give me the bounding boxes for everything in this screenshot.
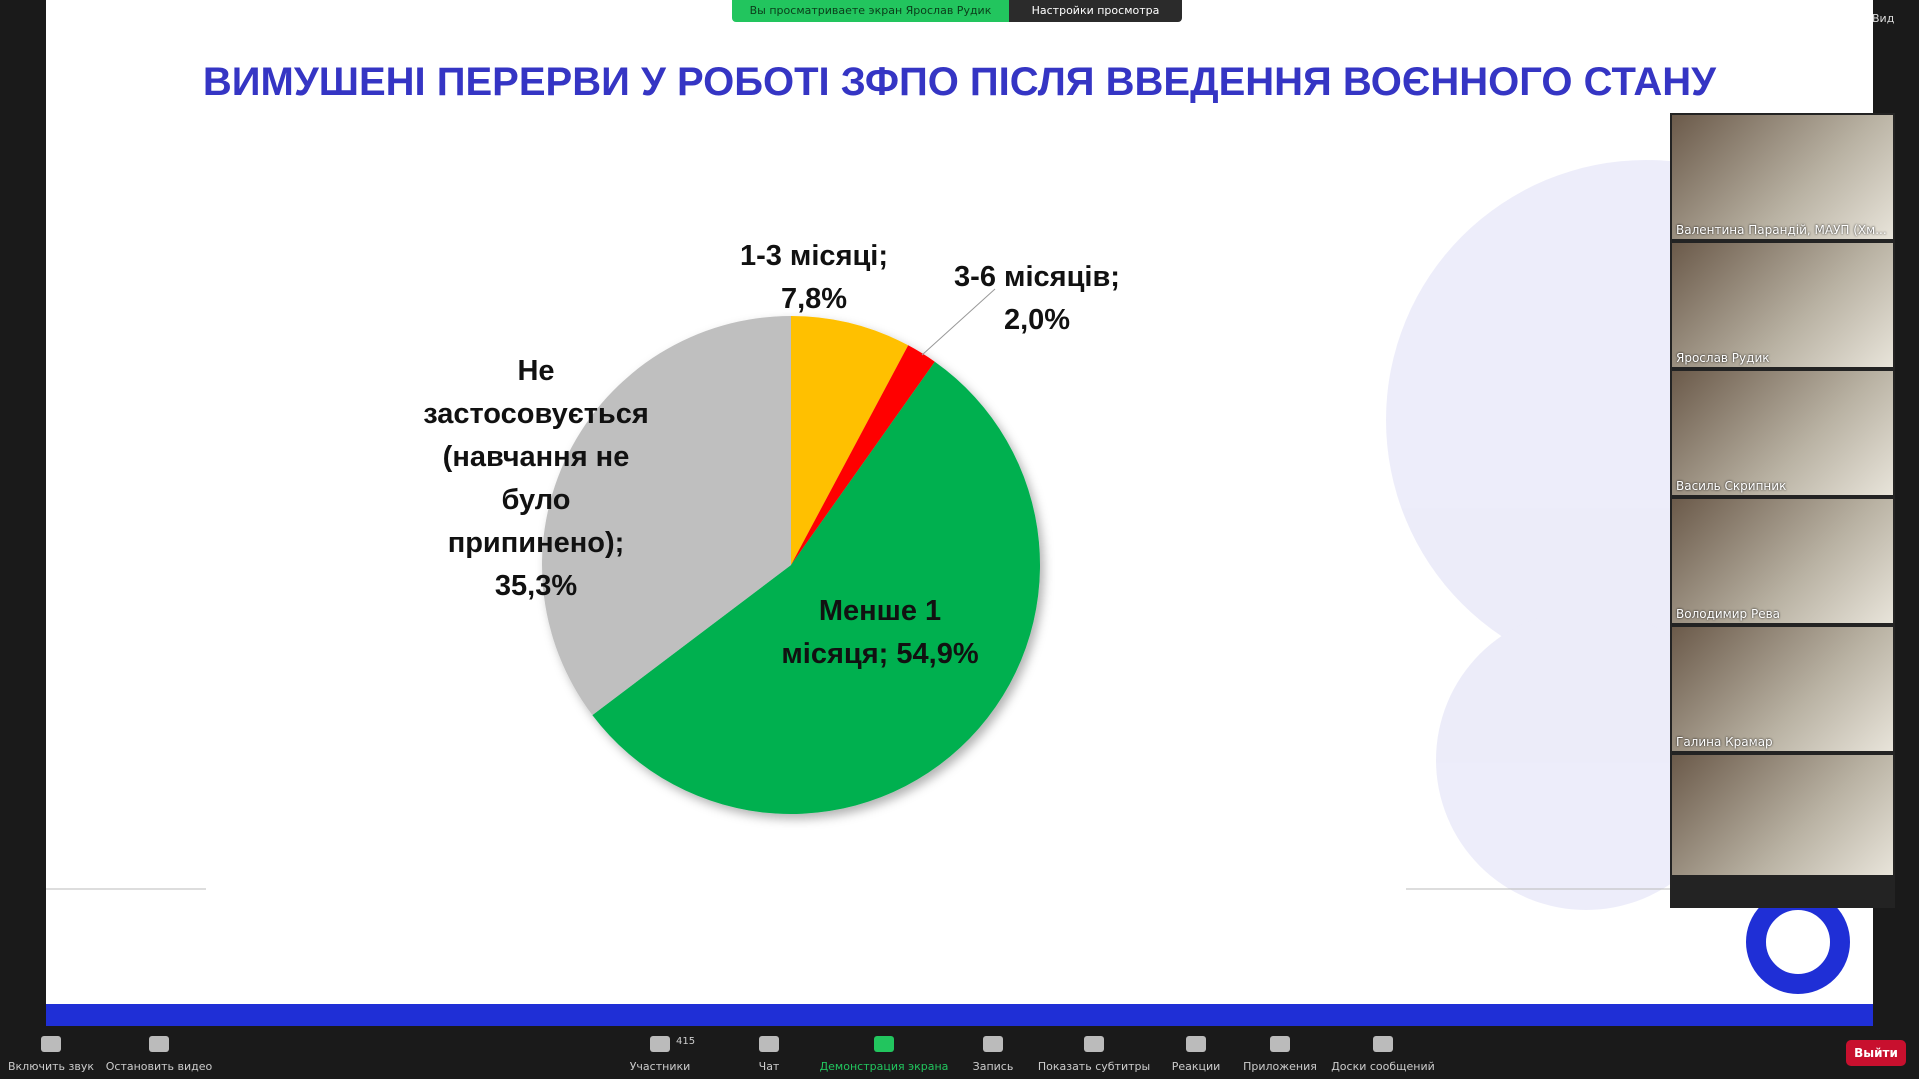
chart-title: ВИМУШЕНІ ПЕРЕРВИ У РОБОТІ ЗФПО ПІСЛЯ ВВЕ… [202,60,1717,104]
video-tile: Галина Крамар [1672,627,1893,751]
toolbar-icon [1270,1036,1290,1052]
slice-category: Не застосовується (навчання не було прип… [423,355,649,559]
pie [541,316,1040,815]
pie-slice [592,361,1040,815]
toolbar-button[interactable]: Включить звук [7,1060,95,1073]
toolbar-icon [41,1036,61,1052]
slice-category: 1-3 місяці; [739,240,889,272]
toolbar-button[interactable]: Запись [972,1060,1014,1073]
toolbar-button[interactable]: Остановить видео [105,1060,213,1073]
toolbar-icon [1084,1036,1104,1052]
view-settings[interactable]: Настройки просмотра [1009,0,1182,22]
slice-category: 3-6 місяців; [954,261,1120,293]
toolbar-icon [759,1036,779,1052]
video-tile: Василь Скрипник [1672,371,1893,495]
toolbar-button[interactable]: Участники [629,1060,691,1073]
video-tile: Володимир Рева [1672,499,1893,623]
toolbar-button[interactable]: Реакции [1171,1060,1221,1073]
toolbar-icon [1186,1036,1206,1052]
leader-line [921,288,996,356]
logo [1746,890,1850,994]
view-button[interactable]: Вид [1872,12,1895,25]
participant-name: Валентина Парандій, МАУП (Хм... [1676,223,1887,237]
slice-label: Менше 1 місяця; 54,9% [765,590,995,676]
toolbar-button[interactable]: Чат [758,1060,780,1073]
video-tile: Ярослав Рудик [1672,243,1893,367]
participants-count: 415 [676,1036,696,1047]
slice-value-label: 35,3% [494,570,578,602]
participant-name: Галина Крамар [1676,735,1773,749]
toolbar-button[interactable]: Приложения [1243,1060,1317,1073]
toolbar-icon [983,1036,1003,1052]
slide-band [46,1004,1873,1026]
slice-label: Не застосовується (навчання не було прип… [416,350,656,608]
toolbar-button[interactable]: Показать субтитры [1037,1060,1151,1073]
slice-category: Менше 1 місяця; [781,595,942,670]
participant-name: Володимир Рева [1676,607,1781,621]
slice-value-label: 54,9% [896,638,979,670]
share-banner: Вы просматриваете экран Ярослав Рудик [732,0,1009,22]
participant-name: Ярослав Рудик [1676,351,1770,365]
toolbar-button[interactable]: Демонстрация экрана [819,1060,949,1073]
leave-button[interactable]: Выйти [1846,1040,1906,1066]
slice-value-label: 7,8% [780,283,848,315]
pie-slice [791,345,935,565]
toolbar: 415 Выйти Включить звук Остановить видео У… [0,1026,1919,1079]
slice-value-label: 2,0% [1003,304,1071,336]
toolbar-icon [650,1036,670,1052]
video-tile: Валентина Парандій, МАУП (Хм... [1672,115,1893,239]
slice-label: 3-6 місяців; 2,0% [927,256,1147,342]
toolbar-icon [149,1036,169,1052]
toolbar-icon [874,1036,894,1052]
slice-label: 1-3 місяці; 7,8% [714,235,914,321]
toolbar-button[interactable]: Доски сообщений [1331,1060,1435,1073]
toolbar-icon [1373,1036,1393,1052]
pie-slice [791,316,909,565]
shared-slide: ВИМУШЕНІ ПЕРЕРВИ У РОБОТІ ЗФПО ПІСЛЯ ВВЕ… [46,0,1873,1026]
participant-name: Василь Скрипник [1676,479,1787,493]
participants-panel: Валентина Парандій, МАУП (Хм... Ярослав Р… [1670,113,1895,908]
slide-graphics [46,160,1873,994]
video-tile [1672,755,1893,875]
pie-slice [541,316,791,716]
